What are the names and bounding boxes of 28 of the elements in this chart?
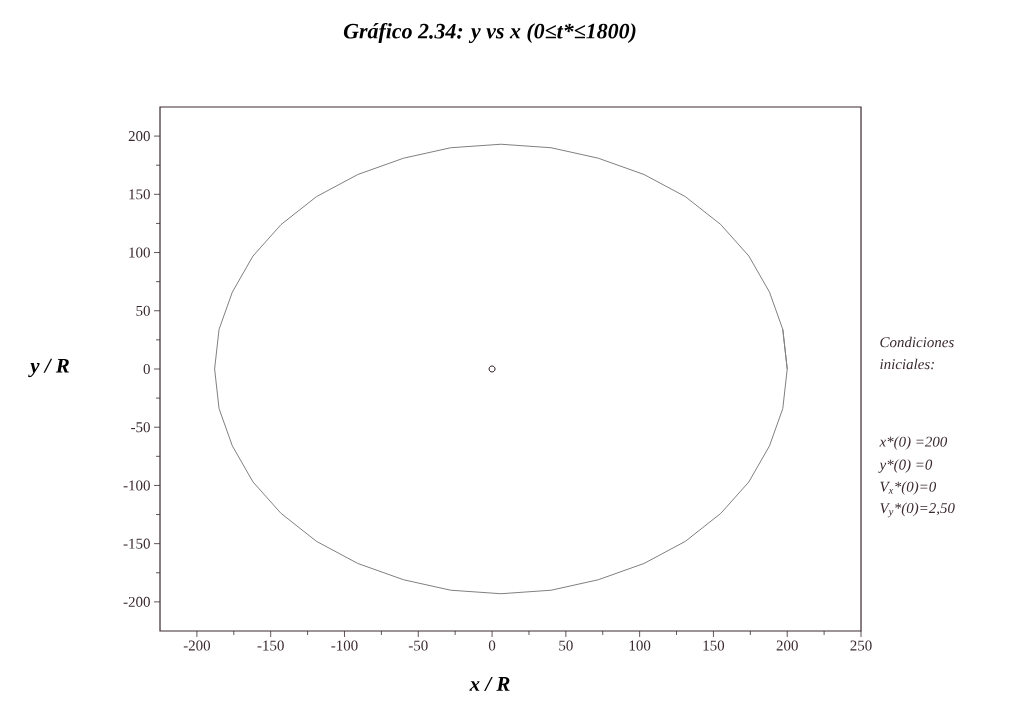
text: V$_{x}$*(0)=0 (880, 481, 937, 495)
x-tick-label: -100 (331, 640, 358, 651)
text: y*(0) =0 (878, 459, 933, 473)
y-tick-label: 0 (143, 363, 150, 375)
x-tick-label: 250 (850, 640, 872, 651)
x-tick-label: 150 (703, 640, 725, 651)
text: x*(0) =200 (879, 436, 948, 450)
x-tick-label: 50 (559, 640, 573, 651)
y-tick-label: -50 (131, 422, 150, 433)
y-tick-label: 50 (136, 305, 150, 316)
text: Condiciones iniciales: (880, 336, 954, 370)
x-tick-label: -150 (257, 640, 284, 651)
x-axis-title: x / R (469, 676, 510, 691)
x-tick-label: 200 (776, 640, 798, 651)
text: V$_{y}$*(0)=2,50 (880, 502, 955, 518)
x-tick-label: -50 (408, 640, 428, 651)
y-tick-label: 200 (128, 131, 150, 142)
x-tick-label: -200 (183, 640, 211, 651)
y-tick-label: 150 (129, 189, 150, 200)
y-tick-label: -200 (123, 596, 150, 607)
x-tick-label: 0 (488, 640, 496, 651)
x-tick-label: 100 (629, 640, 651, 651)
y-tick-label: -100 (123, 480, 150, 491)
y-tick-label: 100 (129, 247, 150, 258)
y-tick-label: -150 (123, 538, 150, 549)
chart-title: Gráfico 2.34: y vs x (0≤t*≤1800) (343, 22, 636, 44)
y-axis-title: y / R (28, 358, 69, 378)
line-series (214, 143, 788, 595)
